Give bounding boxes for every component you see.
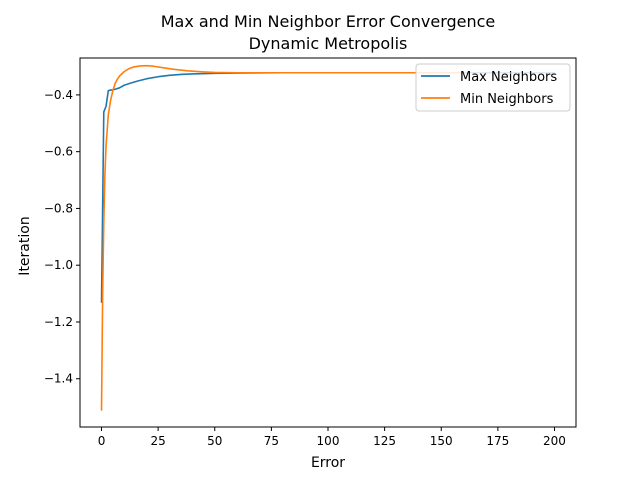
x-tick-label: 175 <box>486 434 509 448</box>
plot-lines <box>100 64 556 411</box>
y-tick-label: −1.2 <box>44 315 73 329</box>
y-tick-label: −0.4 <box>44 88 73 102</box>
y-tick-label: −0.8 <box>44 201 73 215</box>
series-line-2 <box>100 64 465 411</box>
y-axis-label: Iteration <box>17 216 33 275</box>
x-tick-label: 200 <box>543 434 566 448</box>
y-axis-ticks: −1.4 −1.2 −1.0 −0.8 −0.6 −0.4 <box>44 88 80 386</box>
x-tick-label: 100 <box>317 434 340 448</box>
y-tick-label: −1.4 <box>44 372 73 386</box>
x-tick-label: 125 <box>373 434 396 448</box>
plot-frame <box>79 57 577 428</box>
legend: Max Neighbors Min Neighbors <box>415 63 571 112</box>
x-tick-label: 25 <box>150 434 165 448</box>
legend-label: Min Neighbors <box>460 92 554 107</box>
y-tick-label: −1.0 <box>44 258 73 272</box>
legend-label: Max Neighbors <box>460 70 557 85</box>
x-tick-label: 150 <box>430 434 453 448</box>
x-tick-label: 75 <box>264 434 279 448</box>
chart-subtitle: Dynamic Metropolis <box>249 34 408 53</box>
x-axis-ticks: 0 25 50 75 100 125 150 175 200 <box>98 427 566 448</box>
chart-title: Max and Min Neighbor Error Convergence <box>161 12 496 31</box>
x-tick-label: 50 <box>207 434 222 448</box>
legend-box <box>415 63 571 112</box>
x-tick-label: 0 <box>98 434 106 448</box>
y-tick-label: −0.6 <box>44 145 73 159</box>
x-axis-label: Error <box>311 455 345 471</box>
